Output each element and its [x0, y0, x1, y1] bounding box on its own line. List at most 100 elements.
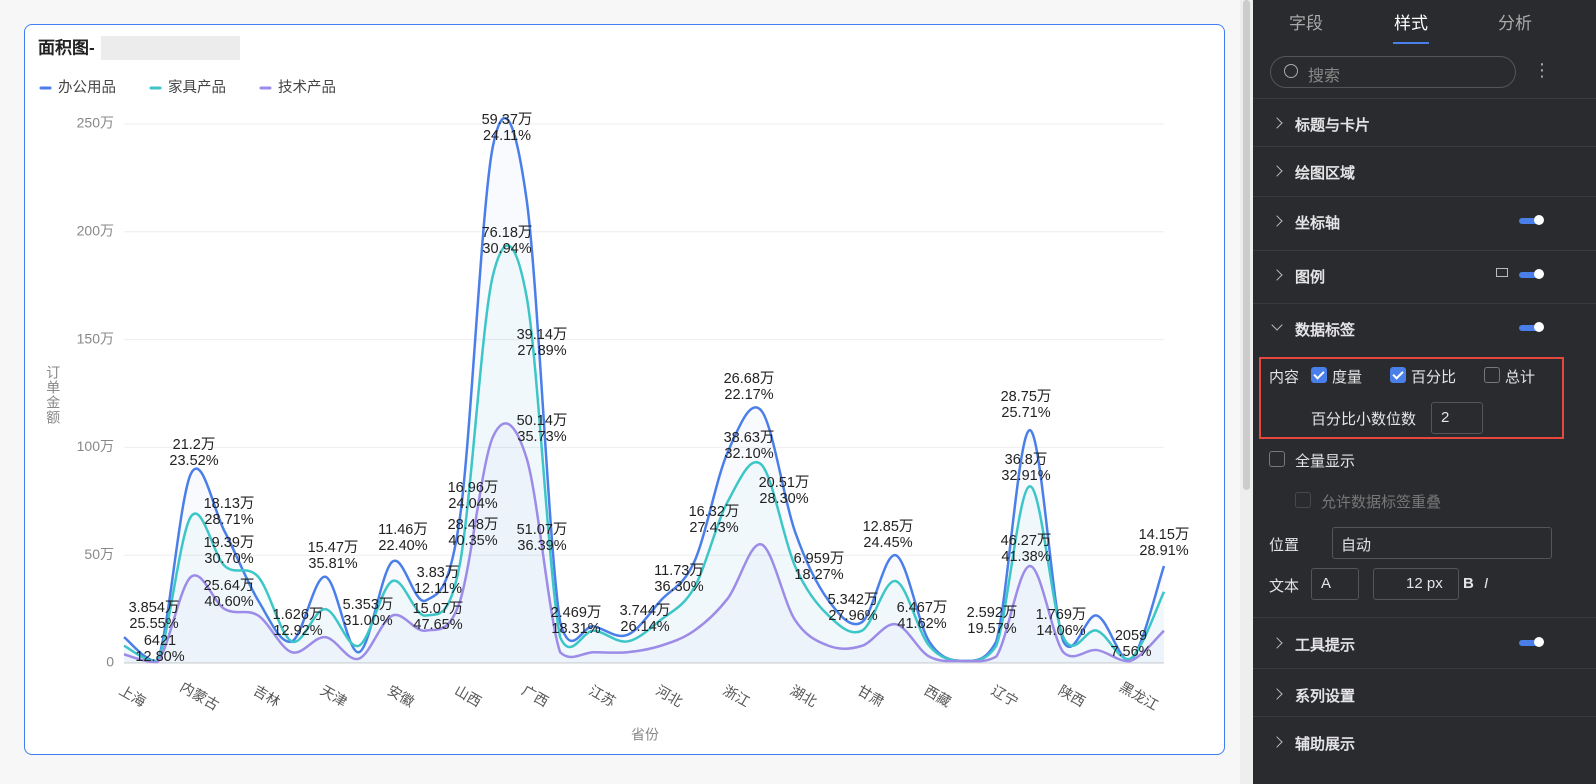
data-label: 47.65%: [413, 617, 462, 633]
tab[interactable]: 样式: [1394, 14, 1428, 33]
x-tick-label: 甘肃: [855, 682, 887, 710]
search-icon: [1284, 64, 1298, 78]
x-tick-label: 黑龙江: [1117, 678, 1161, 713]
size-select: [1373, 568, 1459, 600]
position-value[interactable]: 自动: [1341, 537, 1372, 554]
x-tick-label: 湖北: [787, 682, 819, 710]
divider: [1253, 250, 1596, 251]
scrollbar: [1240, 0, 1253, 784]
divider: [1253, 617, 1596, 618]
bold[interactable]: B: [1463, 575, 1474, 592]
x-tick-label: 辽宁: [989, 682, 1021, 710]
y-tick-label: 0: [106, 654, 114, 670]
area-fill: [124, 423, 1164, 663]
x-tick-label: 河北: [653, 682, 685, 710]
tab[interactable]: 分析: [1498, 14, 1532, 33]
checkbox-label[interactable]: 百分比: [1411, 369, 1457, 386]
data-label: 35.73%: [517, 429, 566, 445]
data-label: 15.47万: [308, 540, 359, 556]
data-label: 1.626万: [273, 607, 324, 623]
data-label: 18.27%: [794, 567, 843, 583]
data-label: 24.45%: [863, 535, 912, 551]
data-label: 36.8万: [1005, 452, 1048, 468]
allow-cb: [1295, 492, 1311, 508]
position-select: [1332, 527, 1552, 559]
legend-label: 办公用品: [58, 79, 116, 96]
text-label[interactable]: 文本: [1269, 578, 1300, 595]
data-label: 5.342万: [828, 592, 879, 608]
section-title[interactable]: 坐标轴: [1295, 215, 1341, 232]
data-label: 12.85万: [863, 519, 914, 535]
area-fill: [124, 118, 1164, 664]
data-label: 2.469万: [551, 605, 602, 621]
divider: [1253, 668, 1596, 669]
chevron: [1271, 736, 1283, 748]
search-placeholder[interactable]: 搜索: [1308, 68, 1341, 85]
highlight-box: [1259, 357, 1564, 439]
checkbox: [1311, 367, 1327, 383]
decimal-value[interactable]: 2: [1441, 409, 1450, 426]
divider: [1253, 98, 1596, 99]
section-title[interactable]: 辅助展示: [1295, 736, 1356, 753]
data-label: 3.83万: [417, 565, 460, 581]
data-label: 20.51万: [759, 475, 810, 491]
section-title[interactable]: 绘图区域: [1295, 165, 1356, 182]
checkbox-label[interactable]: 度量: [1332, 369, 1363, 386]
blurred-title: [101, 36, 240, 60]
chevron: [1271, 117, 1283, 129]
font-icon[interactable]: A: [1321, 575, 1332, 592]
tab[interactable]: 字段: [1289, 14, 1323, 33]
search-box: [1270, 56, 1516, 88]
data-label: 27.96%: [828, 608, 877, 624]
data-label: 18.13万: [204, 496, 255, 512]
data-label: 27.89%: [517, 343, 566, 359]
section-title[interactable]: 图例: [1295, 269, 1326, 286]
decimal-label[interactable]: 百分比小数位数: [1311, 411, 1417, 428]
tab-underline: [1393, 42, 1429, 44]
data-label: 27.43%: [689, 520, 738, 536]
data-label: 39.14万: [517, 327, 568, 343]
full-display[interactable]: 全量显示: [1295, 453, 1356, 470]
divider: [1253, 196, 1596, 197]
data-label: 3.854万: [129, 600, 180, 616]
data-label: 2.592万: [967, 605, 1018, 621]
divider: [1253, 303, 1596, 304]
data-label: 18.31%: [551, 621, 600, 637]
x-tick-label: 陕西: [1056, 682, 1088, 710]
data-label: 11.73万: [654, 563, 704, 579]
data-label: 30.70%: [204, 551, 253, 567]
data-label: 41.38%: [1001, 549, 1050, 565]
content-label[interactable]: 内容: [1269, 369, 1300, 386]
section-title[interactable]: 数据标签: [1295, 322, 1356, 339]
italic[interactable]: I: [1484, 575, 1489, 592]
chevron: [1271, 165, 1283, 177]
data-label: 2059: [1115, 628, 1147, 644]
position-label[interactable]: 位置: [1269, 537, 1300, 554]
chevron: [1271, 319, 1283, 331]
y-tick-label: 100万: [77, 438, 114, 454]
data-label: 5.353万: [343, 597, 394, 613]
checkbox: [1484, 367, 1500, 383]
x-tick-label: 安徽: [385, 682, 417, 710]
toggle: [1519, 269, 1544, 279]
checkbox-label[interactable]: 总计: [1505, 369, 1536, 386]
allow-overlap[interactable]: 允许数据标签重叠: [1321, 494, 1442, 511]
decimal-select: [1431, 402, 1483, 434]
data-label: 40.60%: [204, 594, 253, 610]
size-value[interactable]: 12 px: [1406, 575, 1443, 592]
data-label: 3.744万: [620, 603, 671, 619]
data-label: 6.467万: [897, 600, 948, 616]
section-title[interactable]: 工具提示: [1295, 637, 1356, 654]
x-tick-label: 广西: [519, 682, 551, 710]
data-label: 46.27万: [1001, 533, 1052, 549]
data-label: 26.68万: [724, 371, 775, 387]
y-tick-label: 50万: [84, 546, 114, 562]
series-line: [123, 422, 1165, 664]
data-label: 16.32万: [689, 504, 740, 520]
y-tick-label: 150万: [77, 330, 114, 346]
data-label: 14.06%: [1036, 623, 1085, 639]
y-tick-label: 250万: [77, 115, 114, 131]
section-title[interactable]: 标题与卡片: [1295, 117, 1371, 134]
data-label: 41.62%: [897, 616, 946, 632]
section-title[interactable]: 系列设置: [1295, 688, 1356, 705]
